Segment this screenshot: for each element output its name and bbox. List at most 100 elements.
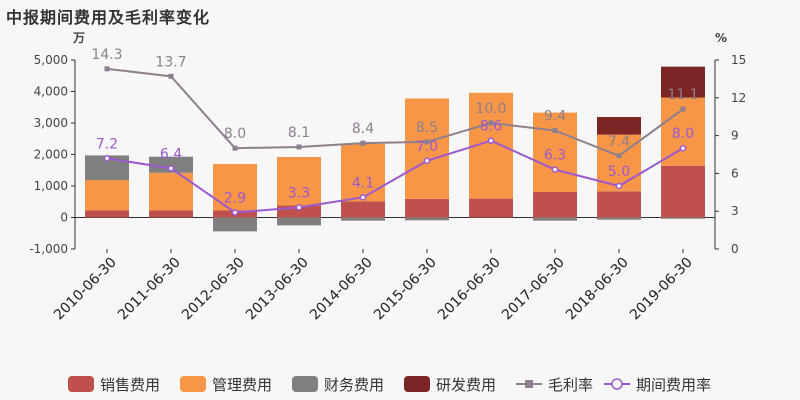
- data-label-毛利率: 8.4: [352, 121, 374, 137]
- bar-财务费用: [213, 217, 257, 232]
- point-期间费用率: [295, 204, 303, 211]
- right-unit-label: %: [715, 31, 727, 45]
- point-期间费用率: [167, 165, 175, 172]
- left-tick-label: 1,000: [34, 179, 68, 193]
- bar-财务费用: [661, 217, 705, 219]
- x-tick-label: 2014-06-30: [307, 255, 376, 324]
- data-label-毛利率: 7.4: [608, 134, 630, 150]
- legend-marker: [611, 378, 623, 390]
- point-期间费用率: [103, 155, 111, 162]
- x-tick-label: 2018-06-30: [563, 255, 632, 324]
- point-毛利率: [488, 120, 494, 126]
- left-tick-label: -1,000: [29, 242, 68, 256]
- x-tick-label: 2019-06-30: [627, 255, 696, 324]
- chart-title: 中报期间费用及毛利率变化: [6, 8, 211, 27]
- legend: 销售费用 管理费用 财务费用 研发费用 毛利率 期间费用率: [68, 376, 711, 394]
- line-毛利率: [106, 67, 684, 157]
- data-label-期间费用率: 7.2: [96, 136, 118, 152]
- data-label-期间费用率: 5.0: [608, 164, 630, 180]
- bar-管理费用: [341, 143, 385, 202]
- data-label-毛利率: 14.3: [91, 47, 122, 63]
- point-毛利率: [680, 106, 686, 112]
- left-tick-label: 0: [60, 211, 68, 225]
- bar-销售费用: [405, 198, 449, 218]
- bar-财务费用: [277, 217, 321, 226]
- left-tick-label: 4,000: [34, 85, 68, 99]
- right-tick-label: 9: [731, 129, 739, 143]
- point-期间费用率: [359, 194, 367, 201]
- point-期间费用率: [487, 137, 495, 144]
- point-毛利率: [296, 144, 302, 150]
- right-tick-label: 15: [731, 53, 746, 67]
- legend-swatch: [404, 376, 430, 392]
- data-label-期间费用率: 8.0: [672, 126, 694, 142]
- bar-管理费用: [277, 157, 321, 206]
- legend-item-label: 期间费用率: [636, 376, 711, 394]
- point-毛利率: [552, 128, 558, 134]
- point-期间费用率: [551, 166, 559, 173]
- right-tick-label: 6: [731, 166, 739, 180]
- bar-财务费用: [341, 217, 385, 221]
- point-毛利率: [232, 145, 238, 151]
- line-期间费用率: [106, 139, 684, 214]
- data-label-毛利率: 13.7: [155, 54, 186, 70]
- legend-swatch: [68, 376, 94, 392]
- legend-item-label: 研发费用: [436, 376, 496, 394]
- x-ticks: 2010-06-302011-06-302012-06-302013-06-30…: [51, 249, 696, 323]
- data-label-期间费用率: 6.4: [160, 146, 182, 162]
- bar-研发费用: [661, 66, 705, 98]
- point-期间费用率: [423, 157, 431, 165]
- left-tick-label: 3,000: [34, 116, 68, 130]
- legend-swatch: [180, 376, 206, 392]
- legend-item-label: 销售费用: [100, 376, 160, 394]
- data-label-毛利率: 11.1: [667, 87, 698, 103]
- point-毛利率: [424, 139, 430, 145]
- data-label-期间费用率: 6.3: [544, 148, 566, 164]
- data-label-毛利率: 8.5: [416, 120, 438, 136]
- right-tick-label: 3: [731, 204, 739, 218]
- data-label-期间费用率: 4.1: [352, 175, 374, 191]
- bar-销售费用: [277, 205, 321, 218]
- data-label-毛利率: 10.0: [475, 101, 506, 117]
- legend-item-label: 毛利率: [548, 376, 593, 394]
- x-tick-label: 2016-06-30: [435, 255, 504, 324]
- data-label-毛利率: 8.1: [288, 125, 310, 141]
- x-tick-label: 2011-06-30: [115, 255, 184, 324]
- bar-研发费用: [597, 117, 641, 135]
- right-tick-label: 12: [731, 91, 746, 105]
- left-unit-label: 万: [72, 31, 85, 45]
- data-labels: 14.3 13.7 8.0 8.1 8.4 8.5 10.0 9.4 7.4 11.1 7.2 6.4…: [91, 47, 698, 207]
- data-label-毛利率: 9.4: [544, 109, 566, 125]
- point-毛利率: [104, 66, 110, 72]
- bar-财务费用: [597, 217, 641, 220]
- x-tick-label: 2015-06-30: [371, 255, 440, 324]
- point-毛利率: [616, 153, 622, 159]
- x-tick-label: 2010-06-30: [51, 255, 120, 324]
- x-tick-label: 2017-06-30: [499, 255, 568, 324]
- bar-销售费用: [469, 198, 513, 218]
- data-label-期间费用率: 7.0: [416, 139, 438, 155]
- point-期间费用率: [679, 144, 687, 152]
- x-tick-label: 2013-06-30: [243, 255, 312, 324]
- bar-管理费用: [405, 98, 449, 199]
- legend-item-label: 财务费用: [324, 376, 384, 394]
- data-label-毛利率: 8.0: [224, 126, 246, 142]
- point-期间费用率: [231, 209, 239, 216]
- lines: [103, 66, 687, 216]
- bar-销售费用: [149, 210, 193, 218]
- right-tick-label: 0: [731, 242, 739, 256]
- bar-财务费用: [405, 217, 449, 221]
- point-期间费用率: [615, 182, 623, 190]
- bar-销售费用: [341, 201, 385, 218]
- bar-管理费用: [85, 180, 129, 211]
- legend-item-label: 管理费用: [212, 376, 272, 394]
- x-tick-label: 2012-06-30: [179, 255, 248, 324]
- point-毛利率: [360, 140, 366, 146]
- bar-销售费用: [597, 191, 641, 218]
- bar-销售费用: [533, 191, 577, 218]
- legend-swatch: [292, 376, 318, 392]
- legend-marker: [525, 380, 533, 388]
- bar-销售费用: [661, 165, 705, 218]
- bar-财务费用: [149, 156, 193, 173]
- left-tick-label: 2,000: [34, 148, 68, 162]
